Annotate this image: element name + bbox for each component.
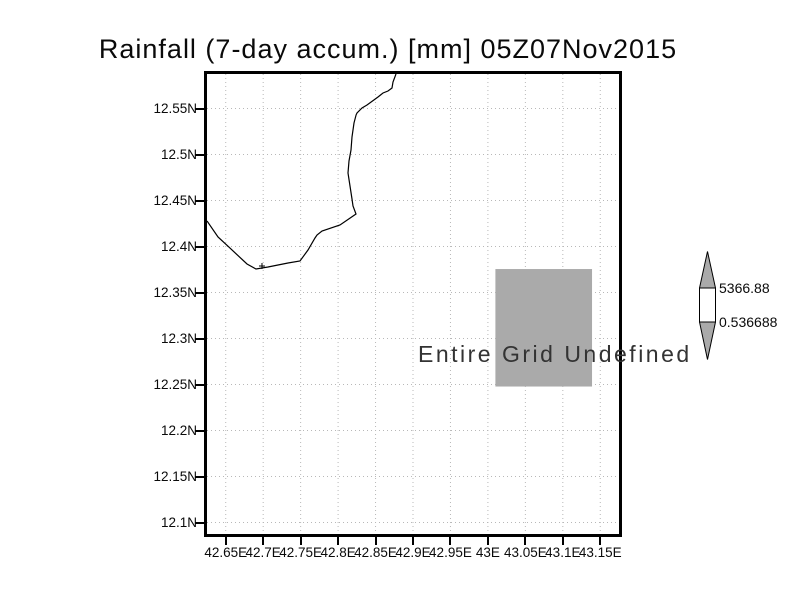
lon-tick-mark	[599, 537, 602, 545]
lat-tick-mark	[195, 199, 204, 202]
lat-tick-mark	[195, 337, 204, 340]
lat-tick-mark	[195, 475, 204, 478]
lat-tick-label-9: 12.1N	[160, 514, 197, 530]
lon-tick-label-7: 43E	[475, 545, 500, 560]
lat-tick-mark	[195, 153, 204, 156]
grid-lines	[207, 74, 619, 534]
lon-tick-mark	[524, 537, 527, 545]
lon-tick-label-8: 43.05E	[503, 545, 547, 560]
lon-tick-label-3: 42.8E	[320, 545, 356, 560]
undefined-grid-message: Entire Grid Undefined	[418, 341, 692, 367]
colorbar-down-arrow	[699, 321, 716, 360]
map-plot-frame: Entire Grid Undefined	[204, 71, 689, 537]
lat-tick-mark	[195, 107, 204, 110]
lat-tick-mark	[195, 521, 204, 524]
lon-tick-label-9: 43.1E	[545, 545, 581, 560]
chart-title: Rainfall (7-day accum.) [mm] 05Z07Nov201…	[98, 34, 678, 64]
colorbar-max-value: 5366.88	[719, 280, 770, 296]
lon-tick-mark	[262, 537, 265, 545]
lat-tick-label-2: 12.45N	[153, 192, 197, 208]
island-plus-marker	[258, 263, 265, 270]
colorbar	[699, 251, 716, 360]
colorbar-box	[699, 287, 716, 323]
lon-tick-label-5: 42.9E	[395, 545, 431, 560]
lon-tick-mark	[374, 537, 377, 545]
lon-tick-label-2: 42.75E	[279, 545, 323, 560]
lon-tick-mark	[486, 537, 489, 545]
lat-tick-label-3: 12.4N	[160, 238, 197, 254]
lat-tick-label-6: 12.25N	[153, 376, 197, 392]
coastline-path	[207, 74, 397, 270]
lat-tick-mark	[195, 245, 204, 248]
lon-tick-label-1: 42.7E	[245, 545, 281, 560]
undefined-region-rect	[495, 269, 593, 387]
lat-tick-label-5: 12.3N	[160, 330, 197, 346]
lat-tick-mark	[195, 291, 204, 294]
lat-tick-label-0: 12.55N	[153, 100, 197, 116]
colorbar-up-arrow	[699, 251, 716, 289]
lon-tick-mark	[224, 537, 227, 545]
colorbar-min-value: 0.536688	[719, 314, 778, 330]
lon-tick-label-10: 43.15E	[578, 545, 622, 560]
map-canvas	[207, 74, 619, 534]
lon-tick-mark	[449, 537, 452, 545]
lat-tick-label-8: 12.15N	[153, 468, 197, 484]
lon-tick-mark	[299, 537, 302, 545]
lon-tick-mark	[412, 537, 414, 545]
lat-tick-label-4: 12.35N	[153, 284, 197, 300]
lon-tick-mark	[561, 537, 564, 545]
lon-tick-label-0: 42.65E	[204, 545, 248, 560]
lat-tick-mark	[195, 429, 204, 432]
lon-tick-label-4: 42.85E	[354, 545, 397, 560]
lon-tick-label-6: 42.95E	[429, 545, 472, 560]
lat-tick-mark	[195, 383, 204, 386]
lat-tick-label-7: 12.2N	[160, 422, 197, 438]
lon-tick-mark	[337, 537, 340, 545]
lat-tick-label-1: 12.5N	[160, 146, 197, 162]
